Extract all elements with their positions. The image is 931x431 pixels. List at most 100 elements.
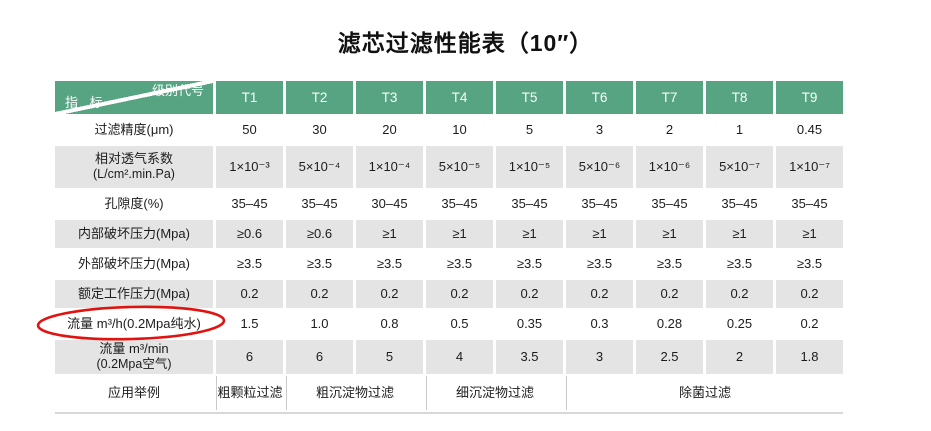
value-cell-text: 1.5 bbox=[240, 315, 259, 331]
value-cell: 0.2 bbox=[636, 280, 703, 308]
row-label: 过滤精度(μm) bbox=[55, 116, 213, 144]
value-cell: ≥3.5 bbox=[426, 250, 493, 278]
column-header-T3: T3 bbox=[356, 81, 423, 114]
value-cell-text: 0.2 bbox=[450, 285, 469, 301]
value-cell: 5×10⁻⁷ bbox=[706, 146, 773, 188]
value-cell: 0.2 bbox=[706, 280, 773, 308]
value-cell: 3 bbox=[566, 116, 633, 144]
value-cell: ≥3.5 bbox=[706, 250, 773, 278]
value-cell: 6 bbox=[286, 340, 353, 374]
application-cell-text: 粗沉淀物过滤 bbox=[315, 384, 394, 400]
value-cell-text: ≥1 bbox=[452, 225, 467, 241]
value-cell: 0.2 bbox=[216, 280, 283, 308]
value-cell: ≥1 bbox=[636, 220, 703, 248]
row-label: 流量 m³/h(0.2Mpa纯水) bbox=[55, 310, 213, 338]
value-cell: 0.3 bbox=[566, 310, 633, 338]
column-header-T9: T9 bbox=[776, 81, 843, 114]
value-cell-text: 0.2 bbox=[660, 285, 679, 301]
value-cell: 0.45 bbox=[776, 116, 843, 144]
value-cell-text: ≥3.5 bbox=[376, 255, 403, 271]
value-cell-text: 0.2 bbox=[800, 315, 819, 331]
value-cell-text: 2 bbox=[665, 121, 674, 137]
column-header-T7: T7 bbox=[636, 81, 703, 114]
value-cell: 35–45 bbox=[216, 190, 283, 218]
application-cell: 粗沉淀物过滤 bbox=[286, 376, 423, 410]
value-cell-text: 35–45 bbox=[301, 195, 338, 211]
value-cell-text: 6 bbox=[245, 348, 254, 364]
value-cell-text: 10 bbox=[452, 121, 467, 137]
corner-label-bottom: 指 标 bbox=[65, 95, 107, 111]
row-label-sub: (L/cm².min.Pa) bbox=[93, 167, 175, 182]
column-header-T8-text: T8 bbox=[731, 89, 748, 105]
value-cell-text: ≥0.6 bbox=[306, 225, 333, 241]
row-label-text: 额定工作压力(Mpa) bbox=[78, 285, 190, 301]
row-label: 相对透气系数 (L/cm².min.Pa) bbox=[55, 146, 213, 188]
value-cell-text: 50 bbox=[242, 121, 257, 137]
value-cell: 0.2 bbox=[286, 280, 353, 308]
application-cell: 粗颗粒过滤 bbox=[216, 376, 283, 410]
value-cell-text: 0.2 bbox=[380, 285, 399, 301]
value-cell-text: 1×10⁻⁵ bbox=[508, 158, 551, 174]
value-cell: ≥1 bbox=[706, 220, 773, 248]
value-cell-text: 5×10⁻⁷ bbox=[719, 158, 760, 174]
value-cell-text: 0.5 bbox=[450, 315, 469, 331]
value-cell-text: 0.45 bbox=[796, 121, 823, 137]
value-cell-text: 3 bbox=[595, 121, 604, 137]
column-header-T9-text: T9 bbox=[801, 89, 818, 105]
value-cell: 1.0 bbox=[286, 310, 353, 338]
row-label: 额定工作压力(Mpa) bbox=[55, 280, 213, 308]
value-cell: 6 bbox=[216, 340, 283, 374]
spec-table: 级别代号 指 标 T1 T2 T3 T4 T5 T6 T7 T8 T9 过滤精度(μm) 50 30 2… bbox=[55, 81, 843, 410]
value-cell-text: ≥3.5 bbox=[796, 255, 823, 271]
column-header-T1: T1 bbox=[216, 81, 283, 114]
value-cell: 3 bbox=[566, 340, 633, 374]
value-cell-text: 0.2 bbox=[310, 285, 329, 301]
value-cell-text: 3.5 bbox=[520, 348, 539, 364]
corner-header-cell: 级别代号 指 标 bbox=[55, 81, 213, 114]
value-cell-text: 5 bbox=[525, 121, 534, 137]
value-cell: 1.8 bbox=[776, 340, 843, 374]
value-cell: 1×10⁻⁵ bbox=[496, 146, 563, 188]
value-cell: 50 bbox=[216, 116, 283, 144]
column-header-T7-text: T7 bbox=[661, 89, 678, 105]
row-label: 外部破坏压力(Mpa) bbox=[55, 250, 213, 278]
value-cell-text: 30 bbox=[312, 121, 327, 137]
row-label-text: 流量 m³/h(0.2Mpa纯水) bbox=[67, 315, 201, 331]
column-header-T5-text: T5 bbox=[521, 89, 538, 105]
value-cell: 1×10⁻³ bbox=[216, 146, 283, 188]
value-cell: 5 bbox=[356, 340, 423, 374]
value-cell: ≥3.5 bbox=[566, 250, 633, 278]
value-cell: 0.35 bbox=[496, 310, 563, 338]
value-cell-text: ≥1 bbox=[662, 225, 677, 241]
value-cell-text: 1×10⁻⁴ bbox=[368, 158, 411, 174]
application-cell-text: 细沉淀物过滤 bbox=[455, 384, 534, 400]
column-header-T4: T4 bbox=[426, 81, 493, 114]
value-cell: ≥3.5 bbox=[356, 250, 423, 278]
value-cell-text: 5×10⁻⁵ bbox=[438, 158, 481, 174]
value-cell-text: ≥3.5 bbox=[726, 255, 753, 271]
value-cell-text: 1.0 bbox=[310, 315, 329, 331]
value-cell-text: ≥1 bbox=[522, 225, 537, 241]
value-cell-text: ≥3.5 bbox=[306, 255, 333, 271]
value-cell-text: 0.2 bbox=[240, 285, 259, 301]
value-cell: 35–45 bbox=[636, 190, 703, 218]
value-cell: 0.5 bbox=[426, 310, 493, 338]
value-cell-text: 35–45 bbox=[791, 195, 828, 211]
value-cell: ≥3.5 bbox=[286, 250, 353, 278]
value-cell-text: 20 bbox=[382, 121, 397, 137]
value-cell-text: 2 bbox=[735, 348, 744, 364]
value-cell-text: 3 bbox=[595, 348, 604, 364]
value-cell: 2 bbox=[706, 340, 773, 374]
row-label-text: 孔隙度(%) bbox=[104, 195, 164, 211]
value-cell-text: 1 bbox=[735, 121, 744, 137]
value-cell: 30–45 bbox=[356, 190, 423, 218]
value-cell-text: 35–45 bbox=[441, 195, 478, 211]
value-cell-text: 0.25 bbox=[726, 315, 753, 331]
row-label-text: 内部破坏压力(Mpa) bbox=[78, 225, 190, 241]
value-cell: 0.2 bbox=[496, 280, 563, 308]
value-cell: 5×10⁻⁶ bbox=[566, 146, 633, 188]
value-cell: 35–45 bbox=[496, 190, 563, 218]
column-header-T1-text: T1 bbox=[241, 89, 258, 105]
value-cell: ≥0.6 bbox=[286, 220, 353, 248]
row-label: 孔隙度(%) bbox=[55, 190, 213, 218]
